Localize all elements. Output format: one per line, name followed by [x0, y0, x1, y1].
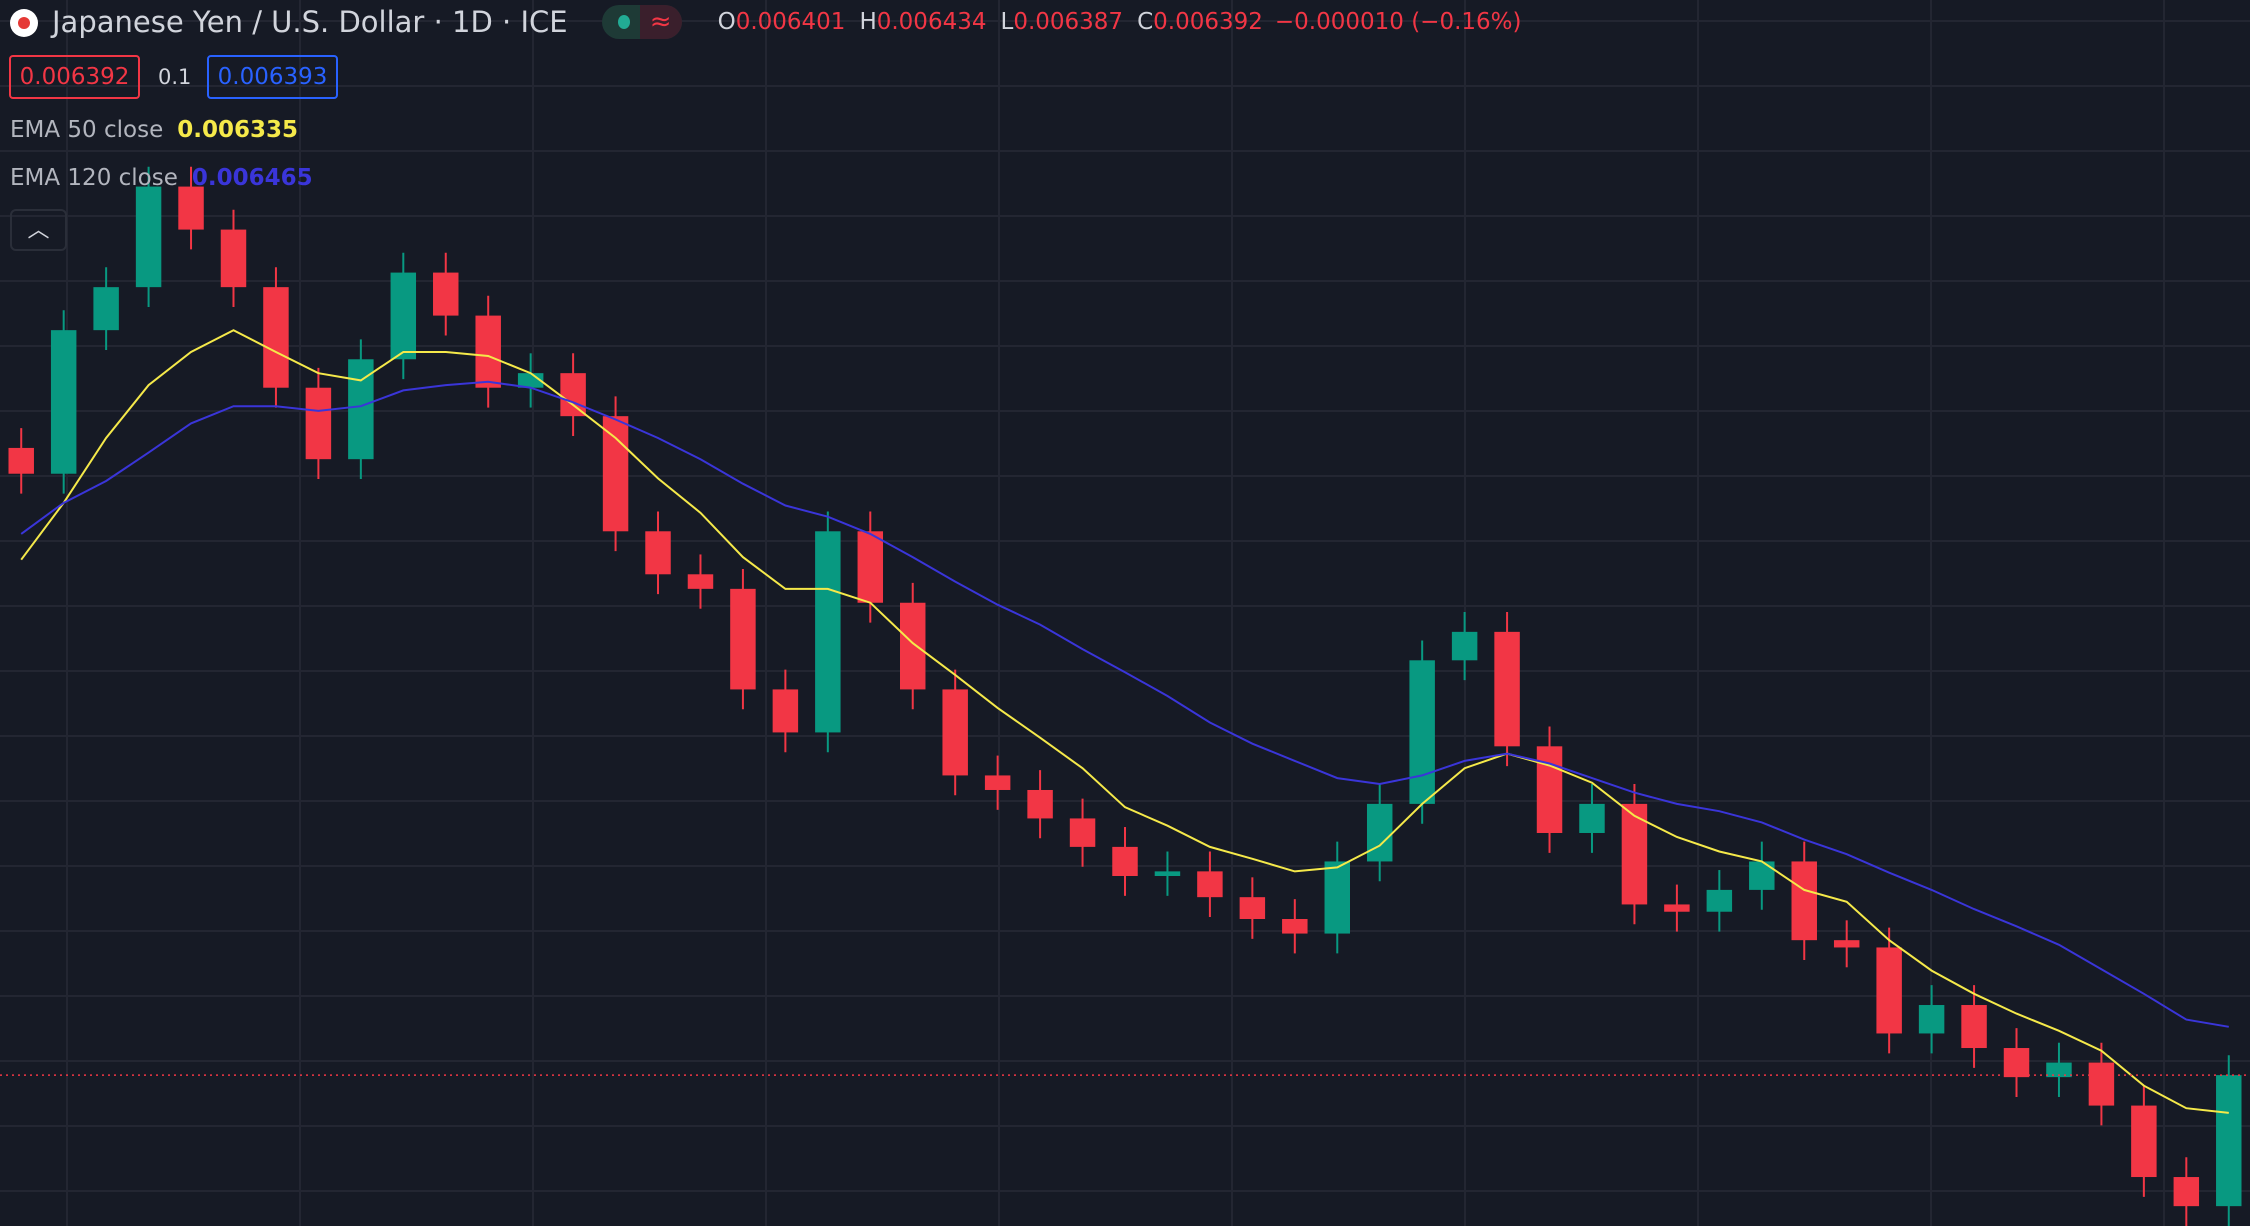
candle-body — [2088, 1062, 2115, 1106]
candle-body — [772, 689, 799, 733]
indicator-name: EMA 50 close — [10, 117, 164, 143]
spread: 0.1 — [158, 65, 192, 89]
candle-body — [942, 689, 968, 776]
indicator-value: 0.006335 — [177, 117, 299, 143]
candle-body — [1579, 803, 1605, 833]
ohlc-label: C — [1137, 9, 1154, 35]
candle-body — [2003, 1048, 2030, 1078]
ohlc-label: L — [1000, 9, 1014, 35]
ohlc-label: O — [717, 9, 736, 35]
legend-header: Japanese Yen / U.S. Dollar · 1D · ICE ≈ … — [40, 0, 1522, 44]
candle-body — [1409, 660, 1435, 804]
candle-body — [560, 373, 586, 417]
candle-body — [263, 287, 289, 388]
candle-body — [1664, 904, 1690, 912]
symbol-title[interactable]: Japanese Yen / U.S. Dollar · 1D · ICE — [52, 5, 568, 39]
ema-line — [20, 380, 2229, 1028]
sell-button[interactable]: 0.006392 — [9, 55, 140, 99]
candle-body — [1069, 818, 1096, 847]
candle-body — [900, 602, 926, 690]
candle-body — [645, 531, 671, 575]
symbol-flag — [10, 9, 38, 37]
candle-body — [2216, 1075, 2242, 1207]
indicator-legend[interactable]: EMA 50 close 0.006335 — [10, 117, 298, 143]
candle-body — [2131, 1105, 2157, 1178]
indicator-name: EMA 120 close — [10, 165, 178, 191]
candle-body — [220, 229, 247, 288]
candle-body — [1536, 746, 1563, 833]
candle-body — [1027, 789, 1053, 819]
candle-body — [1154, 871, 1181, 876]
candle-body — [1706, 889, 1733, 912]
candle-body — [1451, 631, 1478, 661]
buy-button[interactable]: 0.006393 — [207, 55, 338, 99]
ohlc-values: O0.006401 H0.006434 L0.006387 C0.006392 −0.0… — [718, 9, 1522, 35]
candle-body — [1197, 871, 1223, 898]
candle-body — [93, 287, 119, 331]
ohlc-value: 0.006392 — [1153, 9, 1263, 35]
candle-body — [1749, 861, 1775, 890]
candle-body — [1961, 1005, 1987, 1049]
candle-body — [1621, 803, 1648, 905]
candle-body — [2046, 1062, 2072, 1078]
candle-body — [1324, 861, 1350, 934]
candle-body — [475, 315, 501, 388]
candle-body — [1112, 846, 1138, 876]
candle-body — [984, 775, 1011, 790]
candle-body — [730, 588, 756, 690]
candle-body — [1494, 631, 1520, 747]
collapse-legend[interactable]: ︿ — [10, 209, 67, 251]
candle-body — [602, 416, 629, 532]
candle-body — [390, 272, 417, 360]
change-value: −0.000010 (−0.16%) — [1274, 9, 1522, 35]
candle-body — [1282, 919, 1308, 934]
ema-line — [20, 329, 2229, 1114]
candle-body — [1918, 1005, 1945, 1034]
candle-body — [1239, 897, 1266, 920]
candle-body — [433, 272, 459, 316]
indicator-legend[interactable]: EMA 120 close 0.006465 — [10, 165, 313, 191]
market-status[interactable]: ≈ — [601, 5, 682, 39]
ohlc-value: 0.006401 — [735, 9, 846, 35]
ohlc-value: 0.006387 — [1013, 9, 1124, 35]
candle-body — [305, 387, 332, 460]
candle-body — [178, 186, 204, 230]
ohlc-label: H — [859, 9, 877, 35]
candle-body — [1791, 861, 1817, 941]
candle-body — [1876, 947, 1902, 1034]
candle-body — [348, 359, 374, 460]
candle-body — [815, 531, 841, 733]
candle-body — [50, 330, 77, 474]
candle-body — [2173, 1177, 2200, 1207]
candle-body — [1833, 940, 1860, 948]
candle-body — [1366, 803, 1393, 862]
candle-body — [857, 531, 884, 603]
indicator-value: 0.006465 — [191, 165, 313, 191]
ohlc-value: 0.006434 — [876, 9, 987, 35]
candle-body — [8, 447, 34, 474]
candle-body — [135, 186, 162, 288]
candle-body — [687, 574, 714, 589]
